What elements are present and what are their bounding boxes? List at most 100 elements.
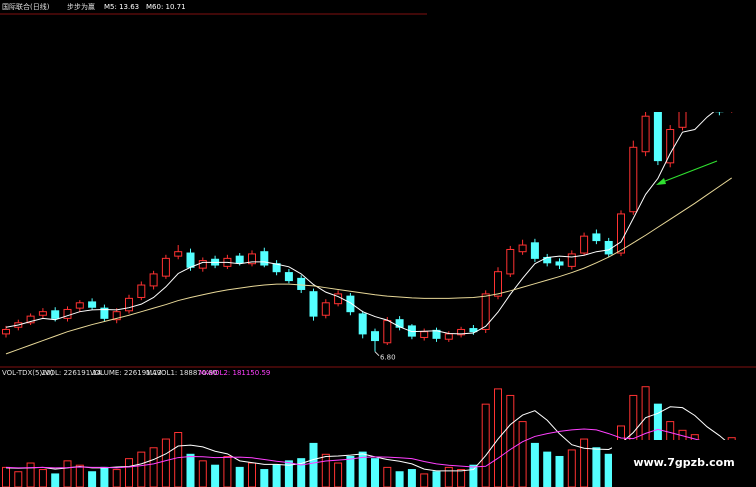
volume-bar bbox=[346, 455, 355, 487]
candle-body bbox=[555, 261, 564, 266]
volume-bar bbox=[161, 438, 170, 487]
volume-label: MAVOL2: 181150.59 bbox=[199, 369, 270, 377]
volume-bar bbox=[260, 469, 269, 487]
volume-bar bbox=[457, 469, 466, 487]
volume-bar bbox=[420, 473, 429, 487]
volume-bar bbox=[334, 462, 343, 487]
volume-bar bbox=[297, 458, 306, 487]
volume-bar bbox=[26, 462, 35, 487]
volume-bar bbox=[395, 471, 404, 487]
volume-bar bbox=[211, 464, 220, 487]
volume-bar bbox=[198, 460, 207, 487]
volume-bar bbox=[63, 460, 72, 487]
candle-body bbox=[629, 146, 638, 213]
candle-body bbox=[88, 301, 97, 308]
candle-body bbox=[506, 248, 515, 275]
volume-bar bbox=[530, 442, 539, 487]
candle-body bbox=[248, 253, 256, 265]
candle-body bbox=[297, 277, 306, 290]
volume-bar bbox=[481, 403, 490, 487]
candle-body bbox=[395, 319, 404, 328]
low-marker-line bbox=[374, 351, 380, 357]
volume-label: VVOL: 226191.14 bbox=[40, 369, 102, 377]
candle-body bbox=[604, 240, 613, 255]
volume-bar bbox=[248, 462, 256, 487]
indicator-name: 步步为赢 bbox=[67, 2, 95, 11]
candle-body bbox=[235, 255, 244, 264]
candle-body bbox=[63, 308, 72, 319]
candle-body bbox=[198, 260, 207, 269]
candle-body bbox=[112, 311, 121, 321]
volume-bar bbox=[2, 466, 10, 487]
volume-bar bbox=[88, 471, 97, 487]
mask-box bbox=[427, 0, 756, 112]
watermark-box bbox=[612, 440, 756, 487]
volume-bar bbox=[100, 466, 109, 487]
ma-line bbox=[5, 101, 732, 335]
candle-body bbox=[420, 331, 429, 338]
candle-body bbox=[260, 251, 269, 266]
volume-bar bbox=[543, 451, 552, 487]
candle-body bbox=[407, 325, 416, 337]
volume-bar bbox=[604, 453, 613, 487]
candle-body bbox=[149, 273, 158, 287]
ma-label: M60: 10.71 bbox=[146, 3, 186, 11]
chart-title: 国际联合(日线) bbox=[2, 2, 50, 11]
volume-bar bbox=[137, 451, 146, 487]
candle-body bbox=[383, 320, 392, 344]
volume-bar bbox=[38, 469, 47, 487]
candle-body bbox=[100, 307, 109, 319]
volume-bar bbox=[407, 469, 416, 487]
volume-bar bbox=[14, 471, 23, 487]
volume-bar bbox=[75, 464, 84, 487]
mask-box bbox=[279, 226, 477, 260]
volume-bar bbox=[51, 473, 60, 487]
candle-body bbox=[137, 284, 146, 298]
candle-body bbox=[567, 253, 576, 267]
volume-bar bbox=[555, 455, 564, 487]
candle-body bbox=[38, 311, 47, 316]
candle-body bbox=[641, 115, 650, 153]
candle-body bbox=[75, 302, 84, 309]
mavol-line bbox=[5, 406, 733, 472]
candle-body bbox=[321, 302, 330, 316]
volume-bar bbox=[444, 466, 453, 487]
volume-bar bbox=[186, 453, 195, 487]
candle-body bbox=[592, 233, 601, 242]
mavol-line bbox=[5, 428, 732, 469]
volume-bar bbox=[235, 466, 244, 487]
candle-body bbox=[186, 252, 195, 268]
ma-label: M5: 13.63 bbox=[104, 3, 139, 11]
volume-bar bbox=[149, 447, 158, 487]
volume-bar bbox=[174, 432, 183, 487]
watermark: www.7gpzb.com bbox=[633, 456, 734, 469]
volume-label: MAVOL1: 188870.80 bbox=[146, 369, 217, 377]
volume-bar bbox=[383, 466, 392, 487]
candle-body bbox=[653, 111, 662, 162]
candle-body bbox=[2, 328, 10, 335]
low-marker-label: 6.80 bbox=[380, 354, 396, 362]
volume-bar bbox=[112, 469, 121, 487]
volume-bar bbox=[272, 464, 281, 487]
volume-bar bbox=[592, 447, 601, 487]
candle-body bbox=[518, 244, 527, 253]
candle-body bbox=[346, 295, 355, 313]
volume-bar bbox=[371, 458, 379, 487]
volume-bar bbox=[309, 442, 318, 487]
volume-bar bbox=[494, 388, 502, 487]
candle-body bbox=[494, 271, 502, 297]
volume-bar bbox=[432, 471, 441, 487]
candle-body bbox=[161, 257, 170, 277]
candle-body bbox=[309, 291, 318, 317]
candle-body bbox=[358, 313, 367, 335]
volume-bar bbox=[506, 394, 515, 487]
candle-body bbox=[481, 293, 490, 330]
candle-body bbox=[457, 328, 466, 336]
candle-body bbox=[580, 235, 589, 254]
candle-body bbox=[617, 213, 625, 254]
volume-bar bbox=[469, 464, 478, 487]
volume-label: VOLUME: 226191.13 bbox=[90, 369, 162, 377]
candle-body bbox=[26, 315, 35, 324]
ma-line bbox=[5, 177, 732, 355]
